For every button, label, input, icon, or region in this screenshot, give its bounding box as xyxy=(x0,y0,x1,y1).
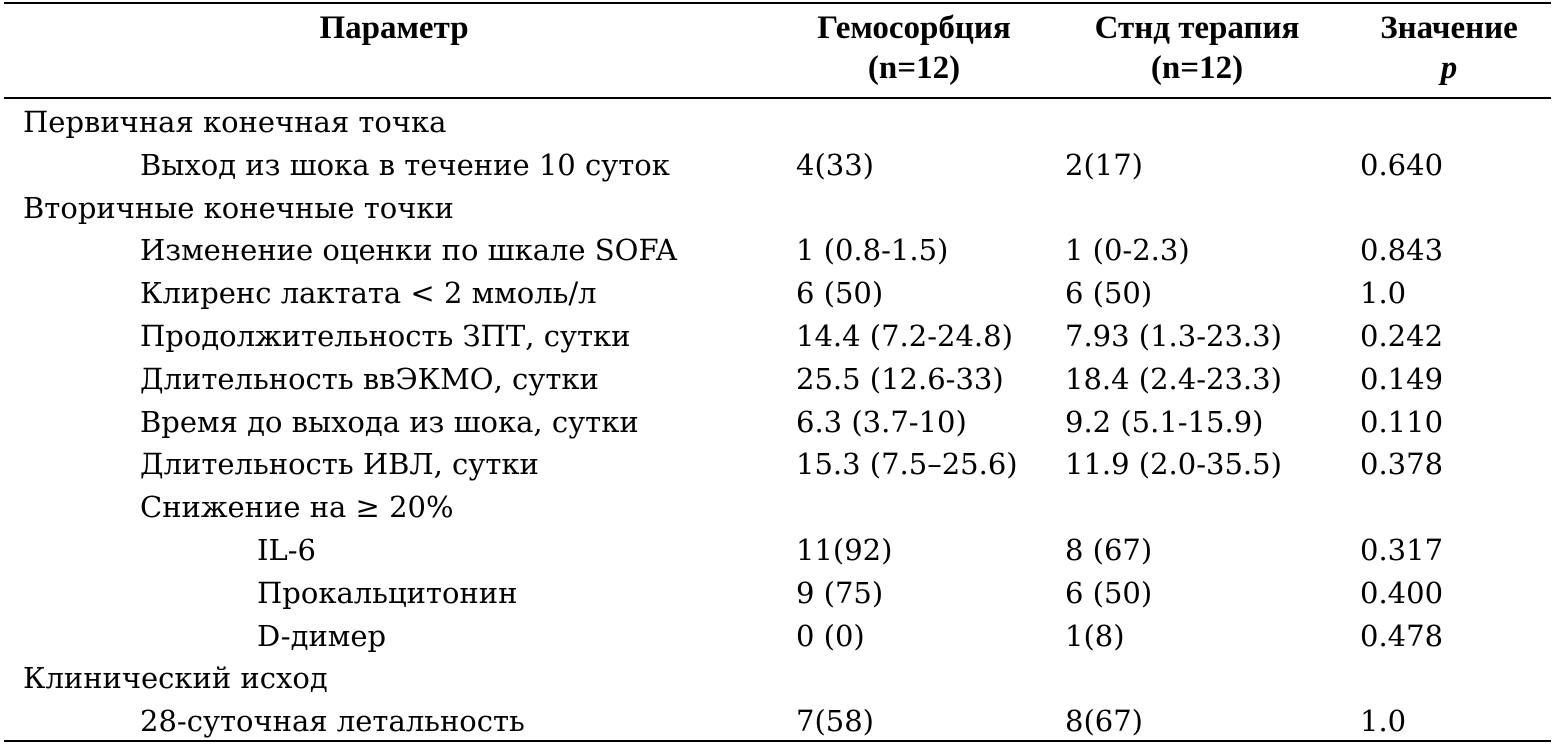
cell-hemosorption: 15.3 (7.5–25.6) xyxy=(796,447,1018,482)
cell-hemosorption: 25.5 (12.6-33) xyxy=(796,361,1004,396)
cell-p-value: 0.843 xyxy=(1360,233,1444,268)
row-label: Длительность ввЭКМО, сутки xyxy=(140,361,599,396)
cell-standard-therapy: 6 (50) xyxy=(1065,276,1153,311)
cell-standard-therapy: 1 (0-2.3) xyxy=(1065,233,1190,268)
header-hemosorption-title: Гемосорбция xyxy=(817,10,1011,46)
cell-p-value: 0.149 xyxy=(1360,361,1444,396)
cell-hemosorption: 14.4 (7.2-24.8) xyxy=(796,318,1013,353)
table-top-rule xyxy=(4,2,1551,4)
cell-p-value: 0.378 xyxy=(1360,447,1444,482)
row-label: D-димер xyxy=(257,618,387,653)
header-p-value: Значение p xyxy=(1354,8,1544,88)
cell-standard-therapy: 6 (50) xyxy=(1065,575,1153,610)
row-label: Выход из шока в течение 10 суток xyxy=(140,147,670,182)
cell-hemosorption: 7(58) xyxy=(796,704,874,739)
section-heading: Первичная конечная точка xyxy=(23,105,447,139)
cell-hemosorption: 1 (0.8-1.5) xyxy=(796,233,949,268)
table-row: D-димер 0 (0) 1(8) 0.478 xyxy=(4,615,1551,658)
cell-standard-therapy: 2(17) xyxy=(1065,147,1143,182)
header-parameter-label: Параметр xyxy=(319,10,469,46)
cell-hemosorption: 6 (50) xyxy=(796,276,884,311)
header-standard-therapy: Стнд терапия (n=12) xyxy=(1062,8,1332,88)
table-row: Вторичные конечные точки xyxy=(4,187,1551,230)
row-label: 28-суточная летальность xyxy=(140,704,525,739)
row-label: Снижение на ≥ 20% xyxy=(140,490,454,525)
section-heading: Вторичные конечные точки xyxy=(23,190,454,225)
row-label: Клиренс лактата < 2 ммоль/л xyxy=(140,276,597,311)
cell-p-value: 0.242 xyxy=(1360,318,1444,353)
cell-p-value: 1.0 xyxy=(1360,276,1407,311)
table-row: Длительность ИВЛ, сутки 15.3 (7.5–25.6) 11… xyxy=(4,443,1551,486)
row-label: Время до выхода из шока, сутки xyxy=(140,404,639,439)
table-bottom-rule xyxy=(4,740,1551,742)
row-label: Прокальцитонин xyxy=(257,575,518,610)
cell-p-value: 0.400 xyxy=(1360,575,1444,610)
header-standard-therapy-title: Стнд терапия xyxy=(1094,10,1300,46)
header-p-value-title: Значение xyxy=(1380,10,1518,46)
cell-standard-therapy: 8 (67) xyxy=(1065,532,1153,567)
cell-hemosorption: 4(33) xyxy=(796,147,874,182)
header-p-value-symbol: p xyxy=(1440,50,1458,86)
cell-standard-therapy: 9.2 (5.1-15.9) xyxy=(1065,404,1264,439)
header-hemosorption: Гемосорбция (n=12) xyxy=(786,8,1042,88)
header-parameter: Параметр xyxy=(4,8,784,48)
table-row: Изменение оценки по шкале SOFA 1 (0.8-1.5… xyxy=(4,229,1551,272)
cell-hemosorption: 0 (0) xyxy=(796,618,865,653)
cell-standard-therapy: 1(8) xyxy=(1065,618,1125,653)
table-row: Длительность ввЭКМО, сутки 25.5 (12.6-33)… xyxy=(4,358,1551,401)
table-row: Выход из шока в течение 10 суток 4(33) 2(1… xyxy=(4,144,1551,187)
section-heading: Клинический исход xyxy=(23,661,328,696)
cell-hemosorption: 9 (75) xyxy=(796,575,884,610)
header-standard-therapy-n: (n=12) xyxy=(1150,50,1244,86)
cell-hemosorption: 6.3 (3.7-10) xyxy=(796,404,967,439)
cell-p-value: 0.317 xyxy=(1360,532,1444,567)
table-row: Первичная конечная точка xyxy=(4,101,1551,144)
table-body: Первичная конечная точка Выход из шока в … xyxy=(4,101,1551,743)
header-hemosorption-n: (n=12) xyxy=(867,50,961,86)
cell-p-value: 1.0 xyxy=(1360,704,1407,739)
table-row: Время до выхода из шока, сутки 6.3 (3.7-1… xyxy=(4,401,1551,444)
results-table: Параметр Гемосорбция (n=12) Стнд терапия… xyxy=(4,0,1551,744)
row-label: Длительность ИВЛ, сутки xyxy=(140,447,539,482)
table-row: Клинический исход xyxy=(4,657,1551,700)
table-row: 28-суточная летальность 7(58) 8(67) 1.0 xyxy=(4,700,1551,743)
cell-standard-therapy: 8(67) xyxy=(1065,704,1143,739)
cell-p-value: 0.640 xyxy=(1360,147,1444,182)
table-row: Продолжительность ЗПТ, сутки 14.4 (7.2-24… xyxy=(4,315,1551,358)
table-row: Снижение на ≥ 20% xyxy=(4,486,1551,529)
row-label: Продолжительность ЗПТ, сутки xyxy=(140,318,631,353)
cell-standard-therapy: 7.93 (1.3-23.3) xyxy=(1065,318,1282,353)
cell-p-value: 0.478 xyxy=(1360,618,1444,653)
cell-p-value: 0.110 xyxy=(1360,404,1444,439)
table-row: Прокальцитонин 9 (75) 6 (50) 0.400 xyxy=(4,572,1551,615)
table-row: Клиренс лактата < 2 ммоль/л 6 (50) 6 (50) 1… xyxy=(4,272,1551,315)
table-row: IL-6 11(92) 8 (67) 0.317 xyxy=(4,529,1551,572)
row-label: IL-6 xyxy=(257,532,316,567)
row-label: Изменение оценки по шкале SOFA xyxy=(140,233,677,268)
table-header-rule xyxy=(4,97,1551,99)
cell-standard-therapy: 11.9 (2.0-35.5) xyxy=(1065,447,1282,482)
cell-standard-therapy: 18.4 (2.4-23.3) xyxy=(1065,361,1282,396)
cell-hemosorption: 11(92) xyxy=(796,532,893,567)
